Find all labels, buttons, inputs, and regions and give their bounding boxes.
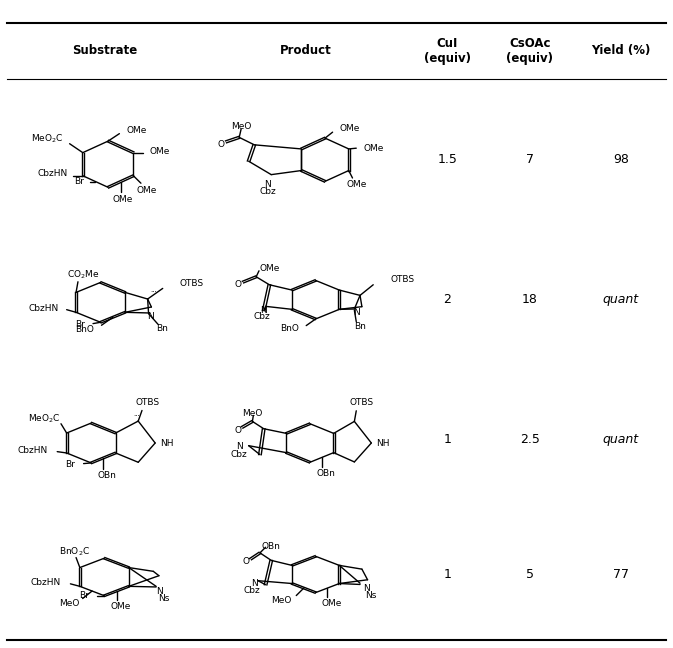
Text: quant: quant xyxy=(603,432,639,446)
Text: Yield (%): Yield (%) xyxy=(591,44,651,58)
Text: 98: 98 xyxy=(613,153,629,167)
Text: Ns: Ns xyxy=(365,590,376,599)
Text: ···: ··· xyxy=(150,290,157,295)
Text: N: N xyxy=(251,579,258,588)
Text: OMe: OMe xyxy=(346,180,366,189)
Text: MeO: MeO xyxy=(59,599,79,608)
Text: Cbz: Cbz xyxy=(243,586,260,596)
Text: O: O xyxy=(235,426,242,435)
Text: N: N xyxy=(353,308,359,318)
Text: OTBS: OTBS xyxy=(135,398,160,407)
Text: Ns: Ns xyxy=(158,594,170,603)
Text: O: O xyxy=(242,557,249,566)
Text: CbzHN: CbzHN xyxy=(29,304,59,313)
Text: OMe: OMe xyxy=(112,195,133,204)
Text: N: N xyxy=(157,587,164,596)
Text: 7: 7 xyxy=(526,153,534,167)
Text: CbzHN: CbzHN xyxy=(38,169,68,178)
Text: OMe: OMe xyxy=(126,126,147,135)
Text: OMe: OMe xyxy=(149,147,170,156)
Text: OTBS: OTBS xyxy=(350,399,374,408)
Text: N: N xyxy=(363,584,370,593)
Text: Cbz: Cbz xyxy=(259,187,276,196)
Text: OMe: OMe xyxy=(321,599,341,608)
Text: Br: Br xyxy=(75,319,85,329)
Text: Br: Br xyxy=(75,177,84,186)
Text: O: O xyxy=(218,139,225,148)
Text: Br: Br xyxy=(65,460,75,469)
Text: 18: 18 xyxy=(522,293,538,307)
Text: quant: quant xyxy=(603,293,639,307)
Text: Br: Br xyxy=(79,590,89,599)
Text: OBn: OBn xyxy=(262,542,281,551)
Text: N: N xyxy=(147,312,154,321)
Text: Bn: Bn xyxy=(156,325,168,334)
Text: CbzHN: CbzHN xyxy=(31,578,61,587)
Text: Substrate: Substrate xyxy=(72,44,137,58)
Text: BnO: BnO xyxy=(280,325,299,334)
Text: N: N xyxy=(264,180,271,189)
Text: NH: NH xyxy=(376,439,390,448)
Text: MeO$_2$C: MeO$_2$C xyxy=(28,412,61,424)
Text: Cbz: Cbz xyxy=(254,312,270,321)
Text: OBn: OBn xyxy=(98,470,116,480)
Text: Bn: Bn xyxy=(354,322,366,330)
Text: 1: 1 xyxy=(444,568,452,581)
Text: CbzHN: CbzHN xyxy=(17,446,48,456)
Text: 2: 2 xyxy=(444,293,452,307)
Text: 1: 1 xyxy=(444,432,452,446)
Text: 77: 77 xyxy=(613,568,629,581)
Text: OMe: OMe xyxy=(260,264,281,273)
Text: N: N xyxy=(260,306,267,315)
Text: CO$_2$Me: CO$_2$Me xyxy=(67,269,100,281)
Text: BnO$_2$C: BnO$_2$C xyxy=(59,545,90,557)
Text: N: N xyxy=(236,443,242,452)
Text: 5: 5 xyxy=(526,568,534,581)
Text: 2.5: 2.5 xyxy=(520,432,540,446)
Text: OMe: OMe xyxy=(363,144,384,153)
Text: OTBS: OTBS xyxy=(180,279,204,288)
Text: CsOAc
(equiv): CsOAc (equiv) xyxy=(507,37,553,65)
Text: Cbz: Cbz xyxy=(231,450,248,459)
Text: OMe: OMe xyxy=(137,186,157,195)
Text: MeO$_2$C: MeO$_2$C xyxy=(31,133,63,146)
Text: CuI
(equiv): CuI (equiv) xyxy=(424,37,471,65)
Text: MeO: MeO xyxy=(231,122,251,131)
Text: NH: NH xyxy=(160,439,173,448)
Text: BnO: BnO xyxy=(75,325,94,334)
Text: OBn: OBn xyxy=(316,469,335,478)
Text: Product: Product xyxy=(281,44,332,58)
Text: OMe: OMe xyxy=(110,601,131,610)
Text: 1.5: 1.5 xyxy=(437,153,458,167)
Text: MeO: MeO xyxy=(271,596,291,605)
Text: O: O xyxy=(235,280,242,289)
Text: ···: ··· xyxy=(133,413,140,419)
Text: OTBS: OTBS xyxy=(390,275,415,284)
Text: OMe: OMe xyxy=(339,124,360,133)
Text: MeO: MeO xyxy=(242,409,262,418)
